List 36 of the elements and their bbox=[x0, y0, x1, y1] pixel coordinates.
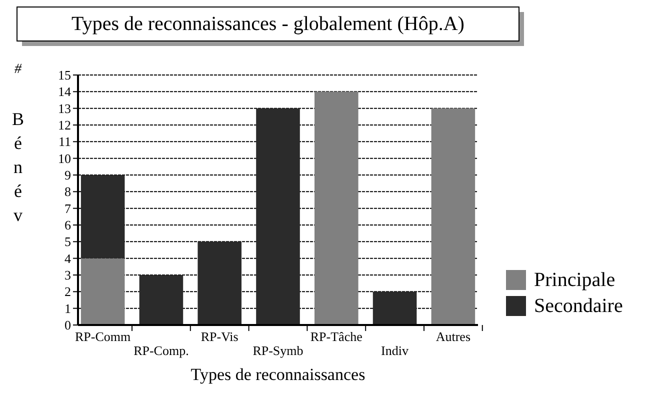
y-tick-label: 13 bbox=[58, 100, 71, 116]
y-tick-label: 3 bbox=[64, 268, 71, 283]
bar bbox=[139, 275, 184, 325]
y-tick-label: 1 bbox=[64, 300, 71, 316]
y-tick-label: 8 bbox=[64, 184, 71, 200]
y-tick-label: 15 bbox=[58, 68, 71, 83]
legend-label: Principale bbox=[534, 269, 616, 291]
chart-title: Types de reconnaissances - globalement (Hôp.A) bbox=[72, 13, 464, 35]
x-tick-label: RP-Comm bbox=[75, 329, 131, 344]
y-tick-label: 6 bbox=[64, 218, 72, 233]
y-tick-label: 12 bbox=[58, 118, 71, 133]
bar bbox=[256, 108, 300, 325]
bar bbox=[431, 108, 476, 325]
x-tick-label: Indiv bbox=[381, 343, 410, 358]
bar bbox=[198, 242, 242, 325]
legend-label: Secondaire bbox=[534, 295, 623, 317]
bar bbox=[80, 258, 125, 325]
x-tick-label: RP-Comp. bbox=[134, 343, 189, 358]
y-tick-label: 11 bbox=[58, 134, 71, 150]
y-tick-label: 5 bbox=[64, 234, 71, 250]
y-tick-label: 2 bbox=[64, 284, 71, 300]
y-tick-label: 10 bbox=[58, 150, 71, 166]
bar bbox=[314, 92, 358, 325]
y-tick-label: 4 bbox=[64, 250, 72, 266]
y-tick-label: 9 bbox=[64, 168, 71, 183]
x-tick-label: RP-Symb bbox=[252, 343, 304, 358]
y-tick-label: 14 bbox=[58, 84, 72, 100]
x-tick-label: RP-Vis bbox=[200, 329, 238, 344]
text: # Bénév bbox=[12, 62, 24, 225]
bar bbox=[80, 175, 125, 258]
bar bbox=[372, 292, 417, 325]
x-tick-label: RP-Tâche bbox=[310, 329, 363, 344]
y-tick-label: 0 bbox=[64, 318, 71, 333]
y-tick-label: 7 bbox=[64, 200, 72, 216]
x-tick-label: Autres bbox=[436, 329, 471, 344]
x-axis-title: Types de reconnaissances bbox=[190, 365, 366, 384]
